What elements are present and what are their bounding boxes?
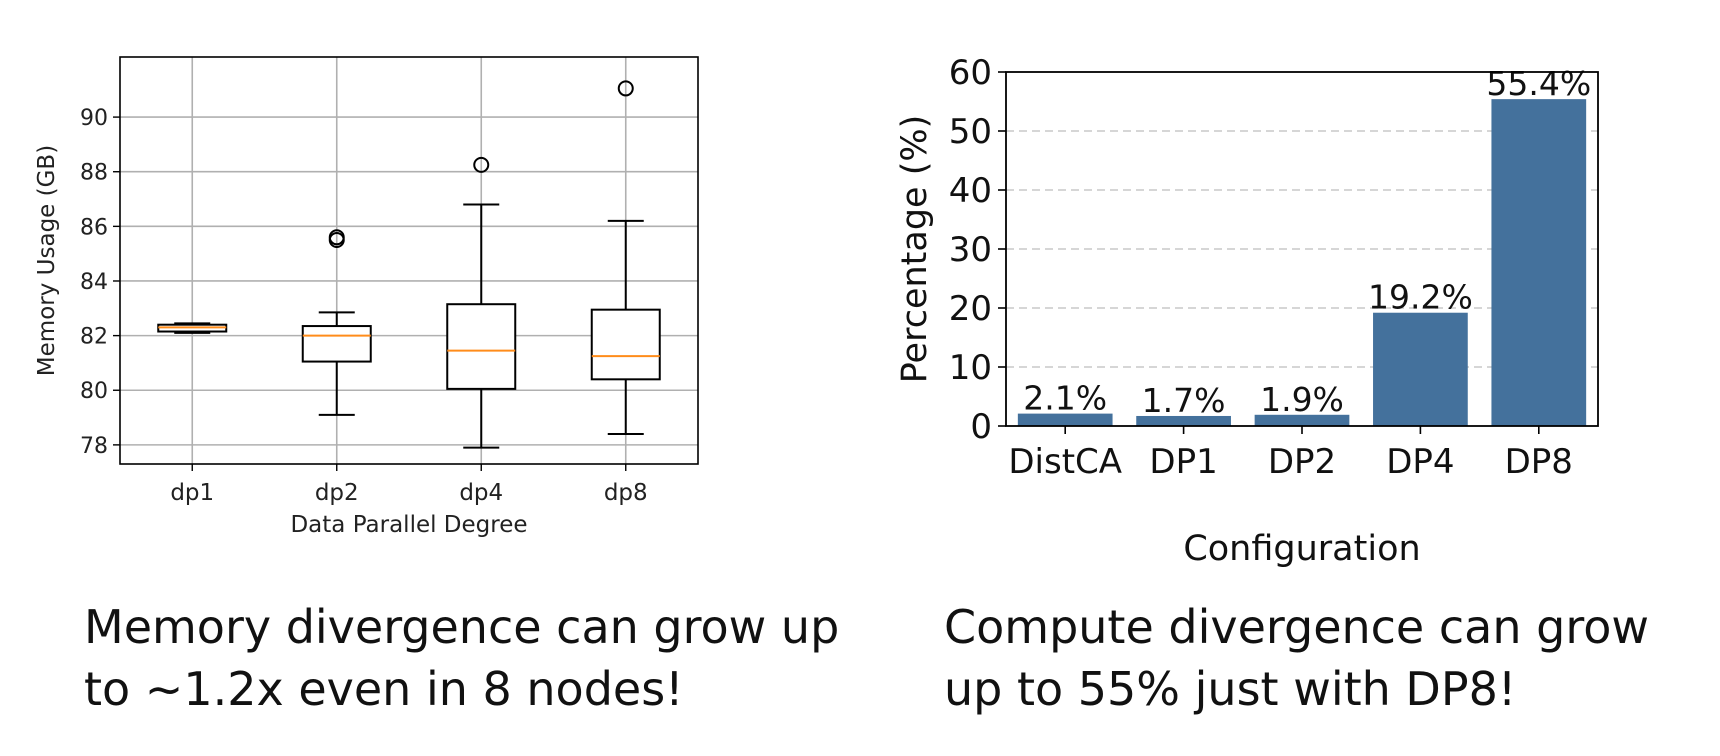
bar-data-label: 2.1% xyxy=(1023,379,1107,418)
bar-data-label: 55.4% xyxy=(1486,64,1591,103)
barchart-x-tick-label: DistCA xyxy=(1008,442,1122,482)
boxplot-y-axis-label: Memory Usage (GB) xyxy=(34,145,60,376)
bar-dp8 xyxy=(1491,99,1587,426)
boxplot-x-tick-label: dp4 xyxy=(459,480,503,506)
bar-dp1 xyxy=(1136,415,1231,426)
boxplot-y-tick-label: 86 xyxy=(80,215,108,240)
barchart-ticks: 0 10 20 30 40 50 60 DistCA DP1 DP2 DP4 DP8 xyxy=(949,53,1573,482)
boxplot-y-tick-label: 88 xyxy=(80,161,108,186)
barchart-x-tick-label: DP2 xyxy=(1268,442,1336,482)
bar-data-label: 19.2% xyxy=(1368,278,1473,317)
barchart-x-tick-label: DP1 xyxy=(1149,442,1217,482)
barchart-y-tick-label: 10 xyxy=(949,348,992,388)
barchart-y-tick-label: 50 xyxy=(949,112,992,152)
caption-memory-divergence: Memory divergence can grow up to ~1.2x e… xyxy=(84,600,840,716)
barchart-grid xyxy=(1006,130,1598,368)
memory-boxplot: 78 80 82 84 86 88 90 dp1 dp2 dp4 dp8 Data Parallel… xyxy=(34,56,699,538)
box-outlier xyxy=(328,229,345,246)
boxplot-y-tick-label: 80 xyxy=(80,379,108,404)
caption-compute-divergence: Compute divergence can grow up to 55% ju… xyxy=(944,600,1649,716)
boxplot-y-tick-label: 78 xyxy=(80,434,108,459)
bar-dp2 xyxy=(1254,414,1350,426)
bar-data-label: 1.7% xyxy=(1142,381,1226,420)
box-outlier xyxy=(473,156,490,173)
barchart-y-tick-label: 30 xyxy=(949,230,992,270)
box-dp2 xyxy=(301,229,372,416)
box-iqr xyxy=(301,325,372,363)
box-dp8 xyxy=(590,80,661,435)
box-iqr xyxy=(446,303,517,390)
bar-distca xyxy=(1017,413,1113,426)
barchart-y-tick-label: 60 xyxy=(949,53,992,93)
barchart-y-tick-label: 20 xyxy=(949,289,992,329)
boxplot-x-tick-label: dp8 xyxy=(604,480,648,506)
box-dp4 xyxy=(446,156,517,449)
barchart-x-tick-label: DP4 xyxy=(1386,442,1454,482)
barchart-x-axis-label: Configuration xyxy=(1183,529,1420,569)
compute-barchart: 2.1% 1.7% 1.9% 19.2% 55.4% 0 10 20 30 40 50 60 Dist… xyxy=(895,53,1599,569)
barchart-marks: 2.1% 1.7% 1.9% 19.2% 55.4% xyxy=(1017,64,1591,426)
boxplot-x-axis-label: Data Parallel Degree xyxy=(290,512,527,538)
boxplot-frame xyxy=(119,56,699,465)
barchart-y-tick-label: 40 xyxy=(949,171,992,211)
barchart-y-axis-label: Percentage (%) xyxy=(895,115,935,384)
boxplot-y-tick-label: 84 xyxy=(80,270,108,295)
bar-data-label: 1.9% xyxy=(1260,380,1344,419)
box-dp1 xyxy=(157,322,228,334)
boxplot-y-tick-label: 82 xyxy=(80,325,108,350)
boxplot-x-tick-label: dp1 xyxy=(170,480,214,506)
barchart-y-tick-label: 0 xyxy=(970,407,992,447)
box-iqr xyxy=(590,308,661,381)
bar-dp4 xyxy=(1373,312,1468,426)
boxplot-y-tick-label: 90 xyxy=(80,106,108,131)
box-outlier xyxy=(617,80,634,97)
barchart-x-tick-label: DP8 xyxy=(1505,442,1573,482)
boxplot-ticks: 78 80 82 84 86 88 90 dp1 dp2 dp4 dp8 xyxy=(80,106,648,506)
boxplot-x-tick-label: dp2 xyxy=(315,480,359,506)
boxplot-marks xyxy=(157,80,661,449)
boxplot-grid xyxy=(120,57,698,464)
